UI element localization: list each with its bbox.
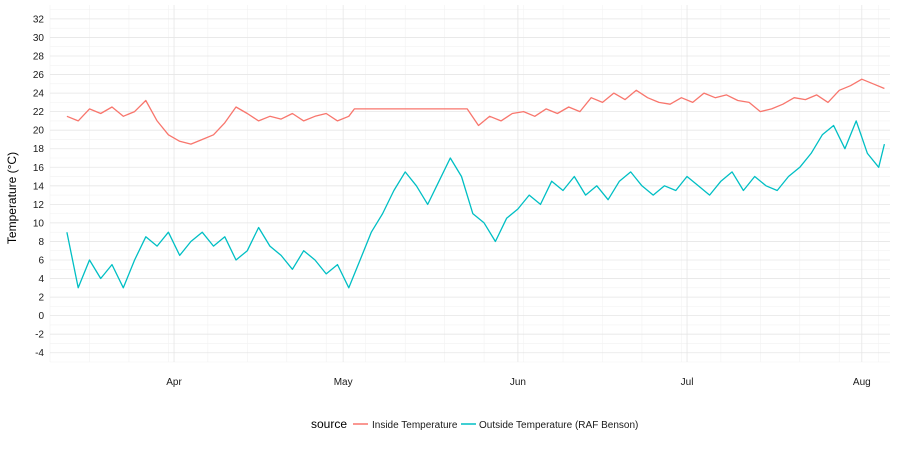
x-tick-label: May	[334, 377, 353, 388]
legend-label-outside-temperature: Outside Temperature (RAF Benson)	[479, 420, 638, 431]
y-tick-label: 10	[33, 218, 45, 229]
series-layer	[66, 78, 886, 289]
y-tick-label: 24	[33, 89, 45, 100]
y-tick-label: 12	[33, 200, 45, 211]
y-axis-title: Temperature (°C)	[5, 152, 19, 244]
legend-label-inside-temperature: Inside Temperature	[372, 420, 458, 431]
y-tick-label: 22	[33, 107, 45, 118]
x-tick-label: Aug	[853, 377, 871, 388]
minor-gridlines	[49, 5, 890, 363]
y-tick-label: 6	[38, 256, 44, 267]
y-tick-label: 28	[33, 52, 45, 63]
y-tick-label: 0	[38, 311, 44, 322]
legend-title: source	[311, 417, 347, 431]
y-tick-label: 16	[33, 163, 45, 174]
y-tick-label: 8	[38, 237, 44, 248]
x-tick-label: Jul	[681, 377, 694, 388]
y-tick-label: -2	[35, 330, 44, 341]
y-tick-label: 20	[33, 126, 45, 137]
x-axis-ticks: Apr May Jun Jul Aug	[166, 377, 870, 388]
y-tick-label: -4	[35, 348, 44, 359]
y-tick-label: 30	[33, 33, 45, 44]
y-tick-label: 32	[33, 14, 45, 25]
y-tick-label: 2	[38, 293, 44, 304]
y-tick-label: 18	[33, 144, 45, 155]
x-tick-label: Jun	[510, 377, 526, 388]
series-line-outside-temperature	[66, 120, 886, 289]
legend: source Inside Temperature Outside Temper…	[311, 417, 638, 431]
y-tick-label: 4	[38, 274, 44, 285]
x-tick-label: Apr	[166, 377, 182, 388]
series-line-inside-temperature	[66, 78, 885, 145]
y-tick-label: 26	[33, 70, 45, 81]
y-tick-label: 14	[33, 181, 45, 192]
